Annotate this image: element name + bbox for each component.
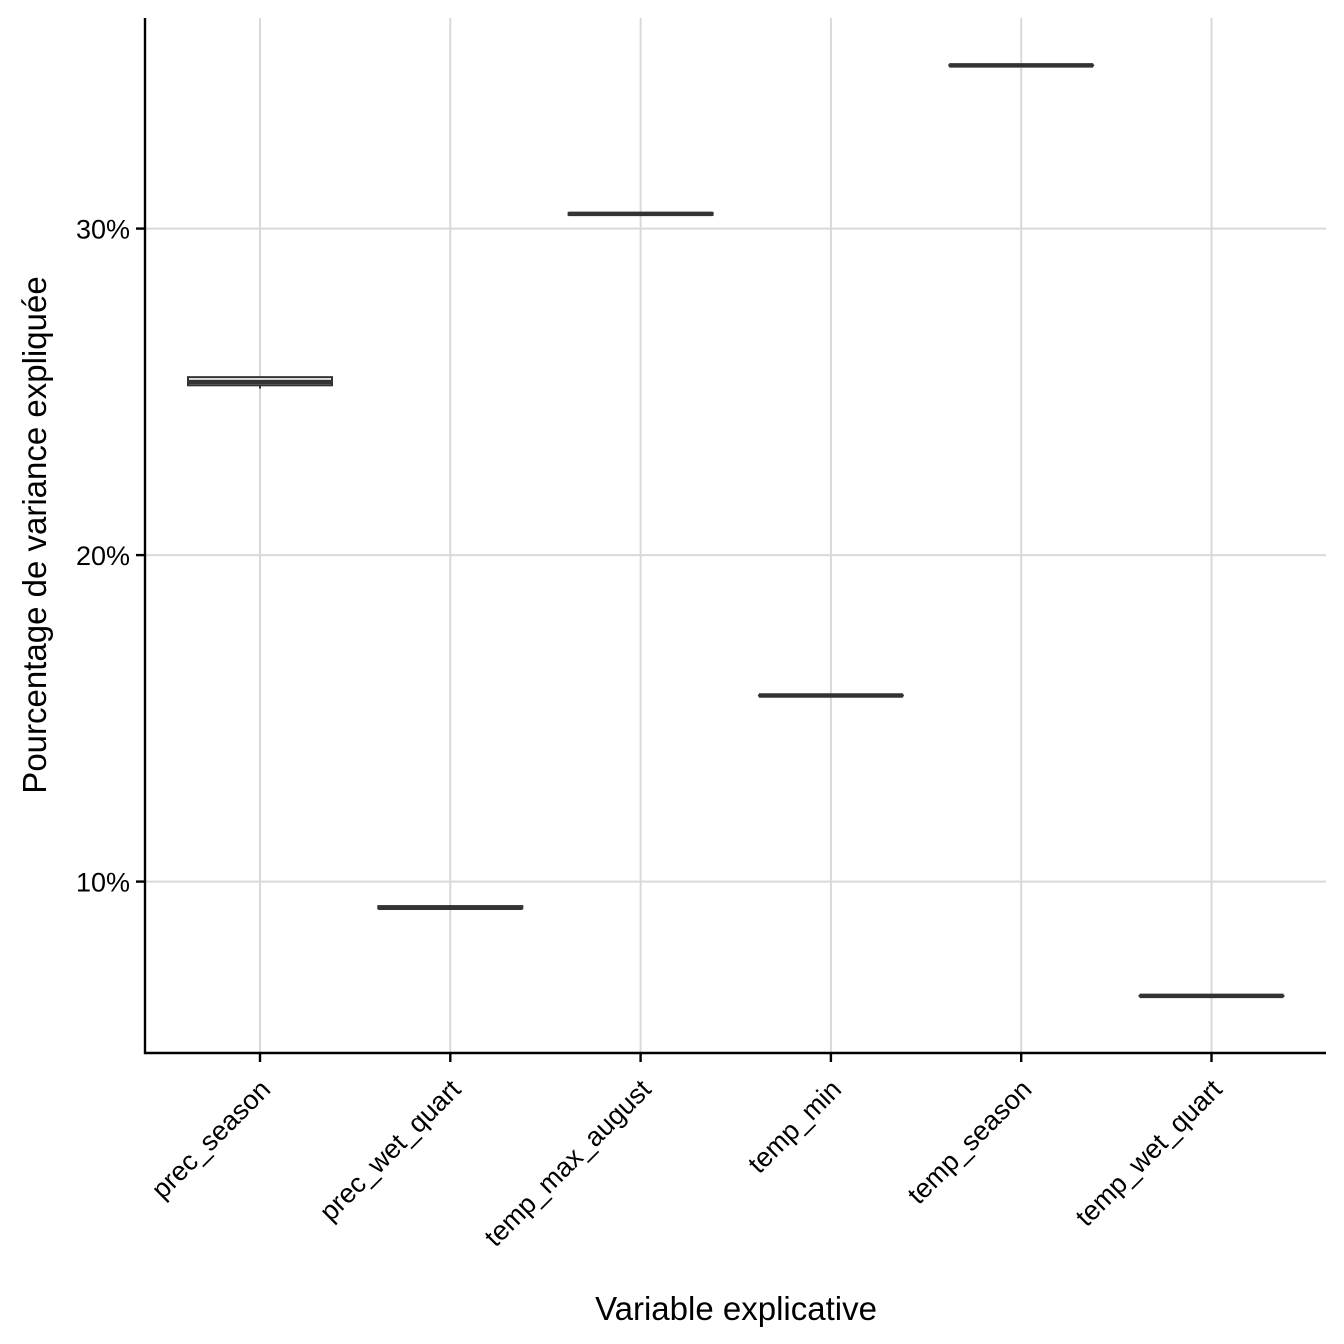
y-tick-label-0: 10%: [76, 868, 130, 898]
y-tick-label-2: 30%: [76, 215, 130, 245]
ticks: 10%20%30%prec_season prec_wet_quart temp_m…: [76, 215, 1228, 1253]
y-axis-title: Pourcentage de variance expliquée: [16, 276, 53, 793]
box-prec_season: [187, 376, 333, 389]
x-tick-label-temp_max_august: temp_max_august: [479, 1074, 658, 1253]
x-tick-label-temp_wet_quart: temp_wet_quart: [1070, 1074, 1228, 1232]
boxes: [187, 63, 1285, 999]
x-tick-label-prec_season: prec_season: [146, 1074, 277, 1205]
box-temp_max_august: [567, 211, 714, 217]
x-tick-label-temp_min: temp_min: [742, 1074, 847, 1179]
axes: [143, 18, 1326, 1055]
x-axis-title: Variable explicative: [595, 1290, 877, 1327]
box-prec_wet_quart: [377, 905, 524, 910]
grid-lines: [145, 18, 1326, 1053]
x-tick-label-prec_wet_quart: prec_wet_quart: [314, 1074, 467, 1227]
y-tick-label-1: 20%: [76, 541, 130, 571]
x-tick-label-temp_season: temp_season: [902, 1074, 1038, 1210]
